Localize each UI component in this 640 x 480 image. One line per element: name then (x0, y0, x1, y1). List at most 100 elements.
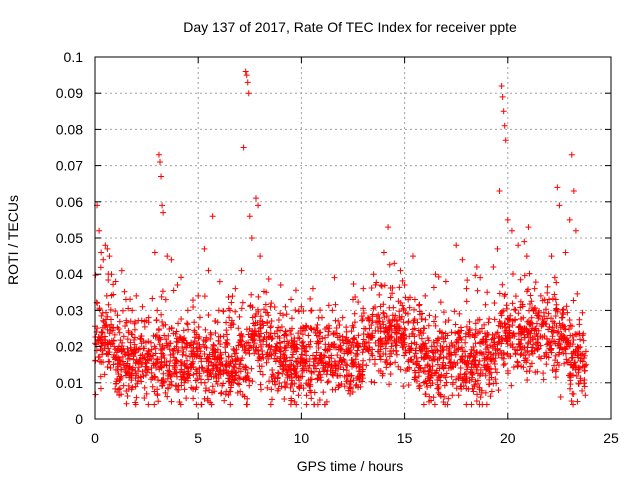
data-point (124, 360, 131, 367)
data-point (190, 341, 197, 348)
data-point (170, 354, 177, 361)
data-point (154, 307, 161, 314)
data-point (248, 235, 255, 241)
data-point (464, 277, 471, 284)
data-point (197, 353, 204, 360)
data-point (166, 368, 173, 375)
data-point (468, 369, 475, 376)
data-point (108, 271, 115, 278)
data-point (282, 303, 289, 310)
data-point (369, 352, 376, 359)
data-point (316, 360, 323, 367)
data-point (517, 304, 524, 311)
data-point (352, 356, 359, 363)
data-point (216, 278, 223, 285)
data-point (336, 322, 343, 329)
data-point (153, 317, 160, 324)
data-point (383, 364, 390, 371)
data-point (526, 270, 533, 277)
data-point (551, 362, 558, 369)
data-point (107, 306, 114, 313)
y-axis-ticks: 0 0.01 0.02 0.03 0.04 0.05 0.06 0.07 0.08 0.09 0.1 (56, 49, 611, 427)
data-point (214, 364, 221, 371)
data-point (556, 349, 563, 356)
data-point (224, 336, 231, 343)
data-point (249, 332, 256, 339)
data-point (393, 351, 400, 358)
data-point (308, 369, 315, 376)
data-point (435, 372, 442, 379)
data-point (223, 327, 230, 334)
data-point (515, 242, 522, 249)
data-point (127, 339, 134, 346)
data-point (573, 331, 580, 338)
data-point (350, 359, 357, 366)
data-point (287, 357, 294, 364)
data-point (348, 328, 355, 335)
data-point (517, 276, 524, 283)
data-point (468, 401, 475, 408)
data-point (508, 382, 515, 389)
data-point (184, 341, 191, 348)
data-point (525, 318, 532, 325)
data-point (118, 267, 125, 274)
data-point (215, 307, 222, 314)
data-point (390, 347, 397, 354)
data-point (191, 338, 198, 345)
data-point (191, 329, 198, 336)
data-point (195, 323, 202, 330)
data-point (108, 337, 115, 344)
data-point (258, 343, 265, 350)
data-point (96, 227, 103, 234)
data-point (99, 351, 106, 358)
data-point (218, 389, 225, 396)
data-point (339, 314, 346, 321)
data-point (152, 345, 159, 352)
data-point (217, 355, 224, 362)
data-point (487, 369, 494, 376)
data-point (570, 336, 577, 343)
data-point (514, 359, 521, 366)
data-point (439, 344, 446, 351)
data-point (455, 330, 462, 337)
data-point (133, 394, 140, 401)
data-point (353, 340, 360, 347)
data-point (259, 371, 266, 378)
data-point (151, 249, 158, 256)
data-point (212, 318, 219, 325)
data-point (170, 350, 177, 357)
data-point (469, 385, 476, 392)
data-point (443, 343, 450, 350)
data-point (263, 359, 270, 366)
data-point (580, 337, 587, 344)
data-point (110, 291, 117, 298)
data-point (289, 339, 296, 346)
data-point (405, 318, 412, 325)
data-point (350, 324, 357, 331)
data-point (432, 313, 439, 320)
data-point (131, 334, 138, 341)
data-point (549, 367, 556, 374)
data-point (315, 345, 322, 352)
data-point (121, 288, 128, 295)
data-point (140, 373, 147, 380)
data-point (432, 349, 439, 356)
data-point (343, 378, 350, 385)
data-point (144, 350, 151, 357)
data-point (440, 309, 447, 316)
data-point (530, 307, 537, 314)
data-point (190, 350, 197, 357)
data-point (525, 224, 532, 231)
data-point (240, 376, 247, 383)
data-point (382, 351, 389, 358)
data-point (155, 151, 162, 158)
data-point (316, 397, 323, 404)
data-point (282, 347, 289, 354)
data-point (391, 260, 398, 267)
data-point (343, 367, 350, 374)
data-point (119, 353, 126, 360)
data-point (322, 341, 329, 348)
data-point (141, 394, 148, 401)
y-tick-label: 0.02 (56, 339, 83, 355)
data-point (431, 356, 438, 363)
